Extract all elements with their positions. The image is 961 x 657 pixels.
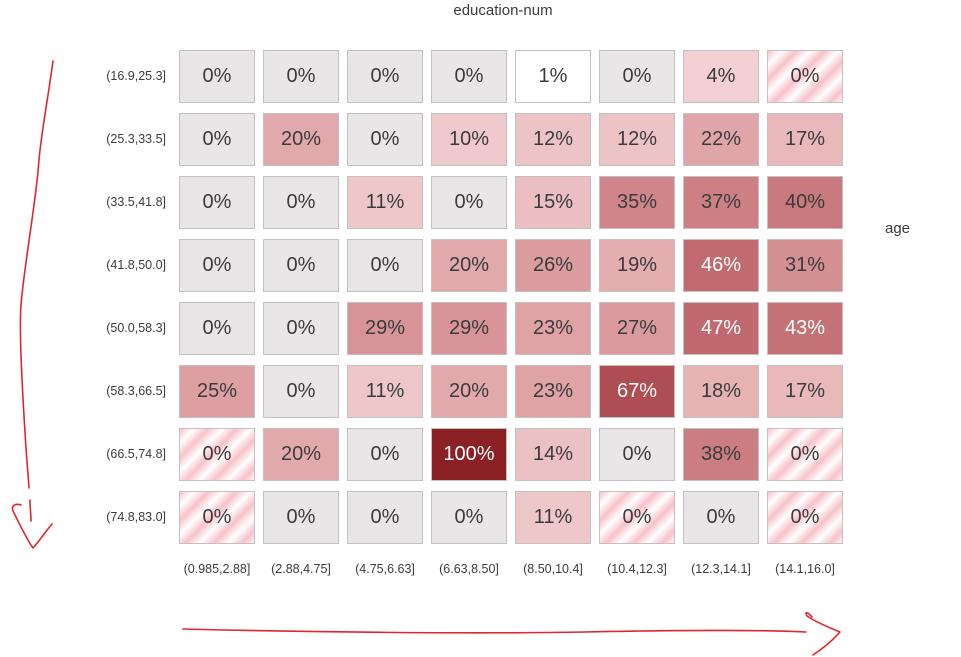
heatmap-cell[interactable]: 0% <box>263 50 339 103</box>
heatmap-cell[interactable]: 0% <box>179 50 255 103</box>
heatmap-cell[interactable]: 0% <box>263 491 339 544</box>
heatmap-cell[interactable]: 0% <box>767 50 843 103</box>
heatmap-cell[interactable]: 18% <box>683 365 759 418</box>
x-bin-label: (4.75,6.63] <box>355 562 415 576</box>
heatmap-cell[interactable]: 67% <box>599 365 675 418</box>
heatmap-cell[interactable]: 17% <box>767 113 843 166</box>
y-bin-label: (33.5,41.8] <box>106 195 166 209</box>
x-bin-label: (8.50,10.4] <box>523 562 583 576</box>
horizontal-arrow-annotation <box>182 611 841 656</box>
y-bin-label: (16.9,25.3] <box>106 69 166 83</box>
y-bin-label: (66.5,74.8] <box>106 447 166 461</box>
heatmap-cell[interactable]: 12% <box>515 113 591 166</box>
heatmap-cell[interactable]: 100% <box>431 428 507 481</box>
heatmap-cell[interactable]: 29% <box>431 302 507 355</box>
heatmap-cell[interactable]: 20% <box>263 113 339 166</box>
heatmap-cell[interactable]: 14% <box>515 428 591 481</box>
y-axis-title: age <box>885 220 911 237</box>
heatmap-cell[interactable]: 20% <box>263 428 339 481</box>
x-bin-label: (2.88,4.75] <box>271 562 331 576</box>
heatmap-cell[interactable]: 20% <box>431 239 507 292</box>
heatmap-cell[interactable]: 0% <box>599 428 675 481</box>
x-bin-label: (12.3,14.1] <box>691 562 751 576</box>
heatmap-cell[interactable]: 11% <box>347 365 423 418</box>
heatmap-cell[interactable]: 0% <box>179 176 255 229</box>
heatmap-cell[interactable]: 0% <box>179 113 255 166</box>
heatmap-cell[interactable]: 0% <box>263 302 339 355</box>
horizontal-arrow-shaft <box>182 628 807 634</box>
heatmap-cell[interactable]: 0% <box>179 491 255 544</box>
heatmap-cell[interactable]: 0% <box>263 239 339 292</box>
y-bin-label: (41.8,50.0] <box>106 258 166 272</box>
heatmap-cell[interactable]: 17% <box>767 365 843 418</box>
heatmap-cell[interactable]: 0% <box>767 491 843 544</box>
heatmap-cell[interactable]: 15% <box>515 176 591 229</box>
heatmap-grid: 0% 0% 0% 0% 1% 0% 4% 0% 0% 20% 0% 10% 12% 12% 22% 17% 0%… <box>179 50 843 544</box>
heatmap-cell[interactable]: 0% <box>179 302 255 355</box>
horizontal-arrow-head <box>805 611 841 656</box>
heatmap-cell[interactable]: 0% <box>347 491 423 544</box>
heatmap-cell[interactable]: 1% <box>515 50 591 103</box>
heatmap-cell[interactable]: 12% <box>599 113 675 166</box>
heatmap-cell[interactable]: 0% <box>767 428 843 481</box>
heatmap-cell[interactable]: 20% <box>431 365 507 418</box>
heatmap-cell[interactable]: 26% <box>515 239 591 292</box>
y-bin-label: (50.0,58.3] <box>106 321 166 335</box>
heatmap-cell[interactable]: 22% <box>683 113 759 166</box>
heatmap-cell[interactable]: 0% <box>347 50 423 103</box>
heatmap-cell[interactable]: 31% <box>767 239 843 292</box>
heatmap-cell[interactable]: 46% <box>683 239 759 292</box>
heatmap-cell[interactable]: 0% <box>347 113 423 166</box>
heatmap-cell[interactable]: 23% <box>515 365 591 418</box>
y-bin-label: (25.3,33.5] <box>106 132 166 146</box>
y-bin-label: (58.3,66.5] <box>106 384 166 398</box>
heatmap-cell[interactable]: 27% <box>599 302 675 355</box>
heatmap-cell[interactable]: 29% <box>347 302 423 355</box>
heatmap-cell[interactable]: 35% <box>599 176 675 229</box>
heatmap-cell[interactable]: 47% <box>683 302 759 355</box>
x-axis-title: education-num <box>453 2 553 19</box>
heatmap-cell[interactable]: 23% <box>515 302 591 355</box>
heatmap-cell[interactable]: 0% <box>179 239 255 292</box>
heatmap-cell[interactable]: 0% <box>263 365 339 418</box>
x-bin-label: (10.4,12.3] <box>607 562 667 576</box>
heatmap-cell[interactable]: 0% <box>179 428 255 481</box>
y-bin-label: (74.8,83.0] <box>106 510 166 524</box>
heatmap-cell[interactable]: 0% <box>431 491 507 544</box>
heatmap-cell[interactable]: 37% <box>683 176 759 229</box>
heatmap-cell[interactable]: 0% <box>599 491 675 544</box>
heatmap-cell[interactable]: 19% <box>599 239 675 292</box>
heatmap-cell[interactable]: 0% <box>431 176 507 229</box>
heatmap-cell[interactable]: 0% <box>431 50 507 103</box>
x-bin-label: (14.1,16.0] <box>775 562 835 576</box>
heatmap-cell[interactable]: 0% <box>263 176 339 229</box>
heatmap-cell[interactable]: 43% <box>767 302 843 355</box>
heatmap-cell[interactable]: 0% <box>683 491 759 544</box>
heatmap-cell[interactable]: 4% <box>683 50 759 103</box>
heatmap-cell[interactable]: 10% <box>431 113 507 166</box>
heatmap-cell[interactable]: 38% <box>683 428 759 481</box>
heatmap-cell[interactable]: 11% <box>515 491 591 544</box>
heatmap-cell[interactable]: 11% <box>347 176 423 229</box>
heatmap-cell[interactable]: 25% <box>179 365 255 418</box>
heatmap-cell[interactable]: 0% <box>347 239 423 292</box>
x-bin-label: (6.63,8.50] <box>439 562 499 576</box>
heatmap-cell[interactable]: 40% <box>767 176 843 229</box>
heatmap-cell[interactable]: 0% <box>599 50 675 103</box>
heatmap-cell[interactable]: 0% <box>347 428 423 481</box>
x-bin-label: (0.985,2.88] <box>183 562 251 576</box>
